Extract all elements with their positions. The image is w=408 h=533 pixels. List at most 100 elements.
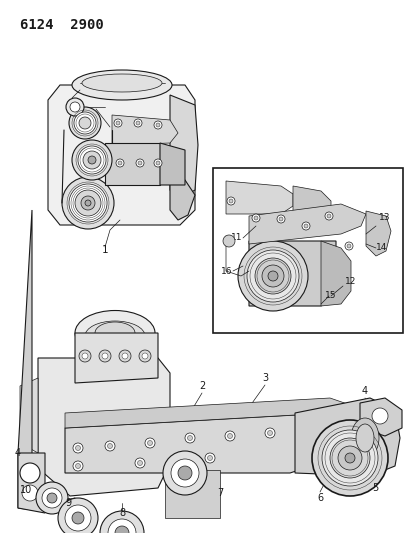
Circle shape [304,224,308,228]
Circle shape [372,408,388,424]
Polygon shape [20,378,38,453]
Circle shape [347,244,351,248]
Circle shape [81,196,95,210]
Circle shape [36,482,68,514]
Circle shape [223,235,235,247]
Circle shape [325,212,333,220]
Circle shape [75,464,80,469]
Text: 1: 1 [102,245,108,255]
Circle shape [156,161,160,165]
Polygon shape [360,398,402,436]
Text: 16: 16 [221,266,233,276]
Circle shape [330,438,370,478]
Text: 4: 4 [15,448,21,458]
Ellipse shape [356,424,374,452]
Circle shape [135,458,145,468]
Circle shape [279,217,283,221]
Circle shape [136,121,140,125]
Circle shape [65,505,91,531]
Circle shape [118,161,122,165]
Circle shape [185,433,195,443]
Circle shape [75,446,80,450]
Circle shape [78,146,106,174]
Ellipse shape [95,322,135,344]
Circle shape [338,446,362,470]
Circle shape [163,451,207,495]
Circle shape [148,440,153,446]
Ellipse shape [72,70,172,100]
Circle shape [88,156,96,164]
Circle shape [99,350,111,362]
Text: 10: 10 [20,485,32,495]
Circle shape [228,433,233,439]
Circle shape [47,493,57,503]
Circle shape [122,353,128,359]
Circle shape [345,242,353,250]
Circle shape [116,121,120,125]
Circle shape [268,271,278,281]
Ellipse shape [351,418,379,458]
Circle shape [69,107,101,139]
Circle shape [69,184,107,222]
Circle shape [73,461,83,471]
Circle shape [58,498,98,533]
Circle shape [75,190,101,216]
Text: 12: 12 [345,277,357,286]
Ellipse shape [75,311,155,356]
Circle shape [22,485,38,501]
Circle shape [134,119,142,127]
Text: 11: 11 [231,233,242,243]
Polygon shape [65,398,365,428]
Polygon shape [249,241,336,306]
Text: 3: 3 [262,373,268,383]
Polygon shape [295,398,400,476]
Circle shape [262,265,284,287]
Polygon shape [18,210,75,513]
Circle shape [42,488,62,508]
Circle shape [254,216,258,220]
Circle shape [136,159,144,167]
Circle shape [142,353,148,359]
Circle shape [229,199,233,203]
Polygon shape [249,204,366,244]
Circle shape [205,453,215,463]
Polygon shape [75,333,158,383]
Circle shape [137,461,142,465]
Circle shape [238,241,308,311]
Circle shape [66,98,84,116]
Circle shape [107,443,113,448]
Circle shape [20,463,40,483]
Circle shape [100,511,144,533]
Polygon shape [293,186,331,224]
Ellipse shape [85,321,145,351]
Circle shape [114,119,122,127]
Circle shape [154,159,162,167]
Circle shape [171,459,199,487]
Circle shape [247,250,299,302]
Circle shape [72,512,84,524]
Circle shape [138,161,142,165]
Circle shape [73,443,83,453]
Text: 8: 8 [119,508,125,518]
Text: 6: 6 [317,493,323,503]
Circle shape [119,350,131,362]
Polygon shape [18,453,45,513]
Polygon shape [112,115,178,145]
Circle shape [322,430,378,486]
Circle shape [225,431,235,441]
Circle shape [145,438,155,448]
Polygon shape [226,181,293,214]
Circle shape [277,215,285,223]
Polygon shape [366,211,391,256]
Polygon shape [170,175,195,220]
Circle shape [83,151,101,169]
Text: 15: 15 [325,292,337,301]
Circle shape [116,159,124,167]
Circle shape [188,435,193,440]
Circle shape [302,222,310,230]
Polygon shape [160,143,185,185]
Circle shape [62,177,114,229]
Circle shape [79,117,91,129]
Text: 14: 14 [376,244,387,253]
Circle shape [154,121,162,129]
